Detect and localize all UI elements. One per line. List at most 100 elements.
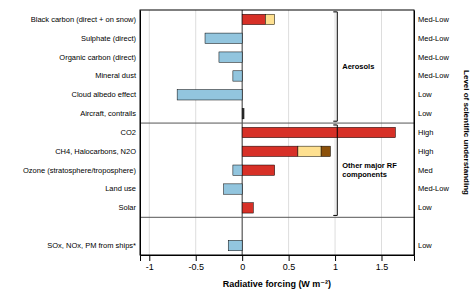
y-tick: Ozone (stratosphere/troposphere) [23, 166, 140, 175]
x-tick-label: 0 [240, 262, 245, 272]
x-tick-label: -0.5 [188, 262, 204, 272]
y-tick: Land use [105, 184, 140, 193]
y2-tick: High [414, 147, 433, 156]
bar-segment [205, 33, 242, 43]
y-tick-label: Cloud albedo effect [72, 90, 137, 99]
y2-tick: Low [414, 109, 432, 118]
y2-axis: Med-Low Med-Low Med-Low Med-Low Low Low High Hi… [414, 11, 449, 256]
y2-tick: Low [414, 203, 432, 212]
x-tick: 0.5 [283, 255, 296, 272]
group-bracket [333, 125, 337, 215]
x-tick-mark [196, 255, 197, 261]
group-bracket [333, 12, 337, 121]
y2-tick-label: Med-Low [418, 71, 449, 80]
y2-tick-label: High [418, 147, 433, 156]
x-axis-line [141, 256, 415, 262]
y-axis: Black carbon (direct + on snow) Sulphate … [23, 11, 140, 256]
separators [140, 123, 414, 217]
y2-tick: Med-Low [414, 15, 449, 24]
chart: -1 -0.5 0 0.5 1 1.5 Black carbon (direct + on … [0, 0, 474, 291]
y-tick: CO2 [121, 128, 140, 137]
y2-label: Level of scientific understanding [462, 70, 471, 195]
bar-segment [177, 90, 242, 100]
y-tick: Black carbon (direct + on snow) [31, 15, 140, 24]
y2-tick: Low [414, 90, 432, 99]
y-tick-label: Mineral dust [95, 71, 137, 80]
x-tick: 1 [333, 255, 338, 272]
y-tick-label: CH4, Halocarbons, N2O [55, 147, 136, 156]
y-tick: Mineral dust [95, 71, 140, 80]
y2-axis-line [414, 11, 415, 256]
x-tick-mark [289, 255, 290, 261]
y2-tick-label: Low [418, 241, 432, 250]
y2-tick: Med-Low [414, 53, 449, 62]
y2-tick-label: Med-Low [418, 53, 449, 62]
x-tick-mark [149, 255, 150, 261]
plot: -1 -0.5 0 0.5 1 1.5 Black carbon (direct + on … [23, 10, 449, 272]
x-axis: -1 -0.5 0 0.5 1 1.5 [141, 255, 415, 272]
x-tick-label: 1.5 [376, 262, 389, 272]
x-tick: -1 [146, 255, 154, 272]
y-tick: Sulphate (direct) [81, 34, 140, 43]
y-tick-label: CO2 [121, 128, 136, 137]
y2-tick-label: Med-Low [418, 15, 449, 24]
y2-tick: Med-Low [414, 184, 449, 193]
y-tick: CH4, Halocarbons, N2O [55, 147, 140, 156]
bar-segment [242, 165, 275, 175]
bar-segment [298, 146, 321, 156]
group-label: Aerosols [342, 62, 374, 71]
bar-segment [233, 71, 242, 81]
bars [177, 14, 395, 251]
y2-tick-label: Med [418, 166, 433, 175]
y2-tick-label: Med-Low [418, 184, 449, 193]
plot-frame [140, 10, 414, 255]
bar-segment [265, 14, 274, 24]
y-tick-label: Aircraft, contrails [80, 109, 136, 118]
y2-tick: Med-Low [414, 71, 449, 80]
grid-line [149, 10, 150, 255]
y-tick-label: Organic carbon (direct) [59, 53, 136, 62]
y2-tick: High [414, 128, 433, 137]
bar-segment [224, 184, 243, 194]
bar-segment [242, 146, 298, 156]
grid-line [195, 10, 196, 255]
x-tick-mark [242, 255, 243, 261]
x-tick-mark [381, 255, 382, 261]
bar-segment [242, 203, 253, 213]
y-tick: SOx, NOx, PM from ships* [47, 241, 140, 250]
bar-segment [321, 146, 330, 156]
y-tick: Organic carbon (direct) [59, 53, 140, 62]
x-tick: 0 [240, 255, 245, 272]
bar-segment [242, 14, 265, 24]
bar-segment [242, 108, 244, 118]
y-axis-line [140, 11, 141, 256]
x-tick-label: -1 [146, 262, 154, 272]
y-tick-label: SOx, NOx, PM from ships* [47, 241, 136, 250]
x-label: Radiative forcing (W m⁻²) [223, 279, 331, 289]
annotations: Aerosols Other major RFcomponents [333, 12, 397, 216]
y2-tick-label: High [418, 128, 433, 137]
y-tick: Solar [118, 203, 140, 212]
y-tick-label: Solar [118, 203, 136, 212]
y-tick: Cloud albedo effect [72, 90, 141, 99]
y-tick-label: Black carbon (direct + on snow) [31, 15, 137, 24]
y2-tick: Med-Low [414, 34, 449, 43]
x-tick: 1.5 [376, 255, 389, 272]
y2-tick-label: Med-Low [418, 34, 449, 43]
x-tick: -0.5 [188, 255, 204, 272]
y2-tick-label: Low [418, 109, 432, 118]
y2-tick: Low [414, 241, 432, 250]
x-tick-label: 1 [333, 262, 338, 272]
x-tick-label: 0.5 [283, 262, 296, 272]
bar-segment [219, 52, 242, 62]
separator [140, 217, 414, 218]
group-label: Other major RFcomponents [342, 161, 397, 179]
y2-tick-label: Low [418, 90, 432, 99]
y2-tick: Med [414, 166, 433, 175]
separator [140, 123, 414, 124]
bar-segment [242, 127, 395, 137]
y-tick-label: Land use [105, 184, 136, 193]
y-tick-label: Sulphate (direct) [81, 34, 137, 43]
bar-segment [233, 165, 242, 175]
y-tick-label: Ozone (stratosphere/troposphere) [23, 166, 136, 175]
